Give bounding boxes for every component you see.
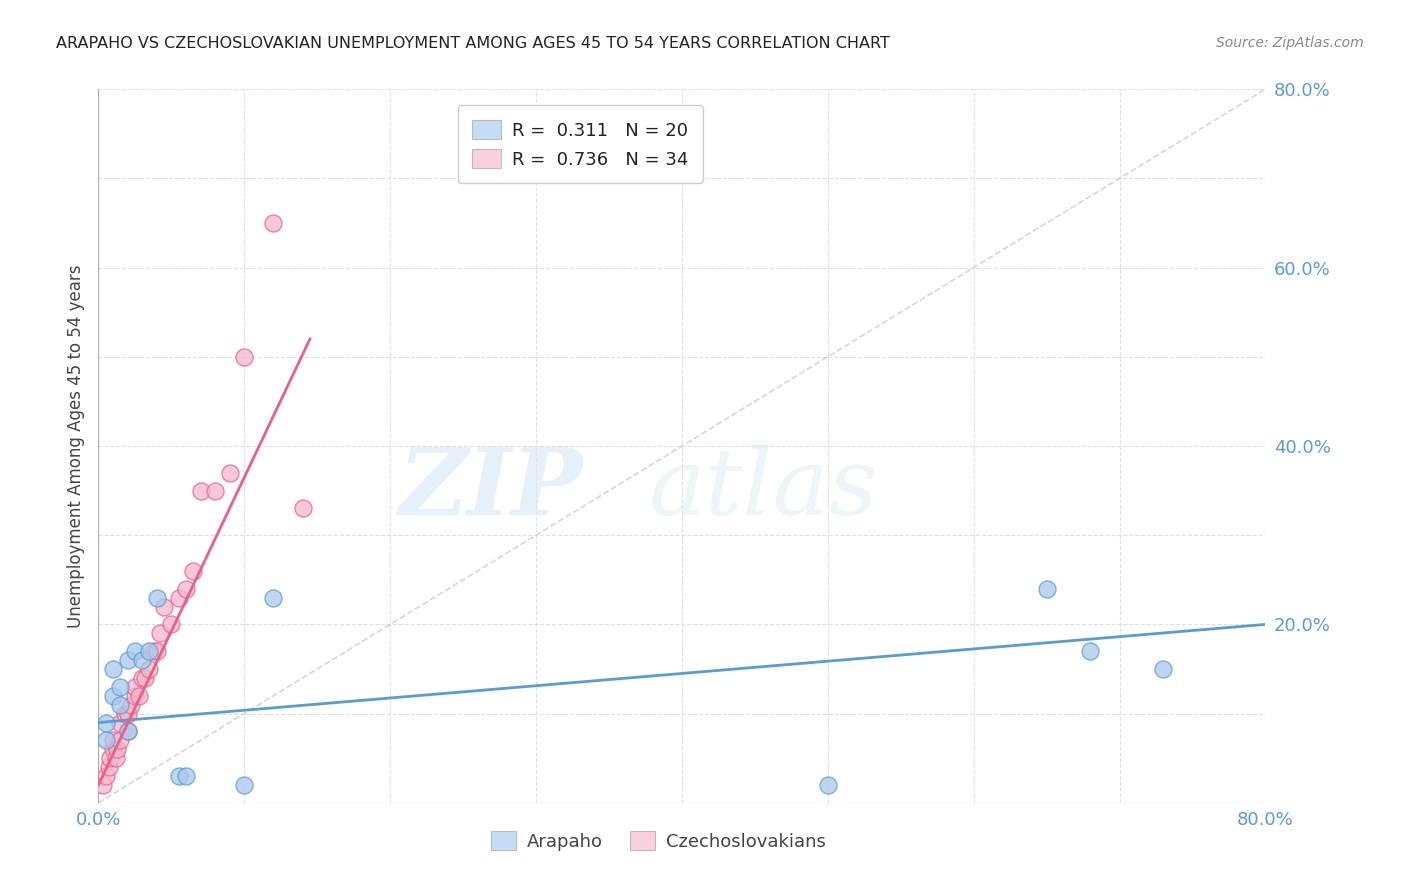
Point [1152, 662, 1174, 676]
Point [146, 591, 169, 605]
Point [817, 778, 839, 792]
Point [117, 706, 139, 721]
Point [110, 715, 132, 730]
Point [174, 769, 197, 783]
Text: atlas: atlas [648, 444, 879, 533]
Point [110, 698, 132, 712]
Point [149, 626, 172, 640]
Point [124, 680, 146, 694]
Point [233, 350, 256, 364]
Point [218, 466, 240, 480]
Point [181, 564, 204, 578]
Point [190, 483, 212, 498]
Point [131, 671, 153, 685]
Legend: Arapaho, Czechoslovakians: Arapaho, Czechoslovakians [484, 824, 834, 858]
Point [124, 644, 146, 658]
Point [117, 724, 139, 739]
Point [142, 644, 165, 658]
Point [120, 698, 142, 712]
Point [110, 733, 132, 747]
Text: ZIP: ZIP [398, 444, 582, 533]
Point [131, 653, 153, 667]
Point [134, 671, 156, 685]
Point [138, 644, 160, 658]
Point [101, 689, 124, 703]
Point [138, 662, 160, 676]
Y-axis label: Unemployment Among Ages 45 to 54 years: Unemployment Among Ages 45 to 54 years [66, 264, 84, 628]
Point [204, 483, 226, 498]
Point [124, 689, 146, 703]
Point [153, 599, 176, 614]
Point [1035, 582, 1057, 596]
Point [167, 591, 190, 605]
Point [98, 751, 121, 765]
Point [233, 778, 256, 792]
Text: Source: ZipAtlas.com: Source: ZipAtlas.com [1216, 36, 1364, 50]
Point [105, 742, 128, 756]
Point [101, 742, 124, 756]
Point [160, 617, 183, 632]
Point [262, 216, 284, 230]
Point [101, 662, 124, 676]
Point [97, 760, 120, 774]
Point [167, 769, 190, 783]
Point [114, 706, 136, 721]
Point [291, 501, 314, 516]
Point [101, 733, 124, 747]
Point [94, 769, 117, 783]
Text: ARAPAHO VS CZECHOSLOVAKIAN UNEMPLOYMENT AMONG AGES 45 TO 54 YEARS CORRELATION CH: ARAPAHO VS CZECHOSLOVAKIAN UNEMPLOYMENT … [56, 36, 890, 51]
Point [110, 680, 132, 694]
Point [117, 653, 139, 667]
Point [117, 724, 139, 739]
Point [94, 733, 117, 747]
Point [1080, 644, 1102, 658]
Point [91, 778, 114, 792]
Point [104, 751, 127, 765]
Point [174, 582, 197, 596]
Point [94, 715, 117, 730]
Point [262, 591, 284, 605]
Point [128, 689, 150, 703]
Point [146, 644, 169, 658]
